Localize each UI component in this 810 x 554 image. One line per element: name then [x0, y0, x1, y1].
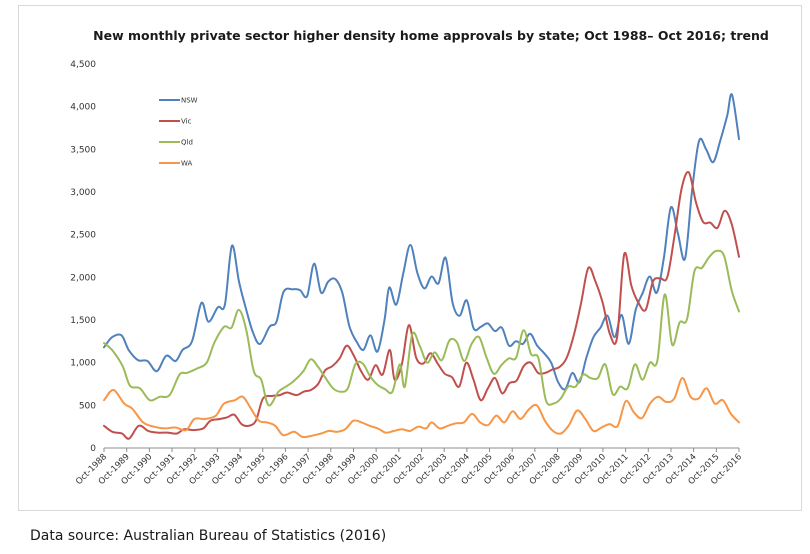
y-tick-label: 3,000	[70, 188, 96, 198]
y-tick-label: 4,000	[70, 103, 96, 113]
series-line-nsw	[103, 93, 740, 391]
legend-label-qld: Qld	[181, 139, 193, 147]
source-note: Data source: Australian Bureau of Statis…	[30, 528, 387, 544]
x-axis: Oct-1988Oct-1989Oct-1990Oct-1991Oct-1992…	[74, 447, 744, 487]
y-tick-label: 1,000	[70, 359, 96, 369]
y-tick-label: 0	[90, 444, 96, 454]
line-chart: New monthly private sector higher densit…	[70, 28, 769, 487]
series-line-wa	[103, 377, 740, 439]
series-line-vic	[103, 170, 740, 440]
y-tick-label: 3,500	[70, 145, 96, 155]
y-tick-label: 2,500	[70, 231, 96, 241]
legend: NSW Vic Qld WA	[159, 97, 198, 168]
chart-title: New monthly private sector higher densit…	[93, 28, 769, 43]
series-line-qld	[103, 249, 740, 407]
legend-label-nsw: NSW	[181, 97, 198, 105]
y-tick-label: 2,000	[70, 273, 96, 283]
y-axis-labels: 0 500 1,000 1,500 2,000 2,500 3,000 3,500 4,000 4…	[70, 60, 96, 454]
y-tick-label: 1,500	[70, 316, 96, 326]
y-tick-label: 4,500	[70, 60, 96, 70]
legend-label-wa: WA	[181, 160, 193, 168]
legend-label-vic: Vic	[181, 118, 192, 126]
series-layer	[103, 93, 740, 440]
chart-frame: New monthly private sector higher densit…	[18, 5, 802, 511]
y-tick-label: 500	[79, 401, 96, 411]
